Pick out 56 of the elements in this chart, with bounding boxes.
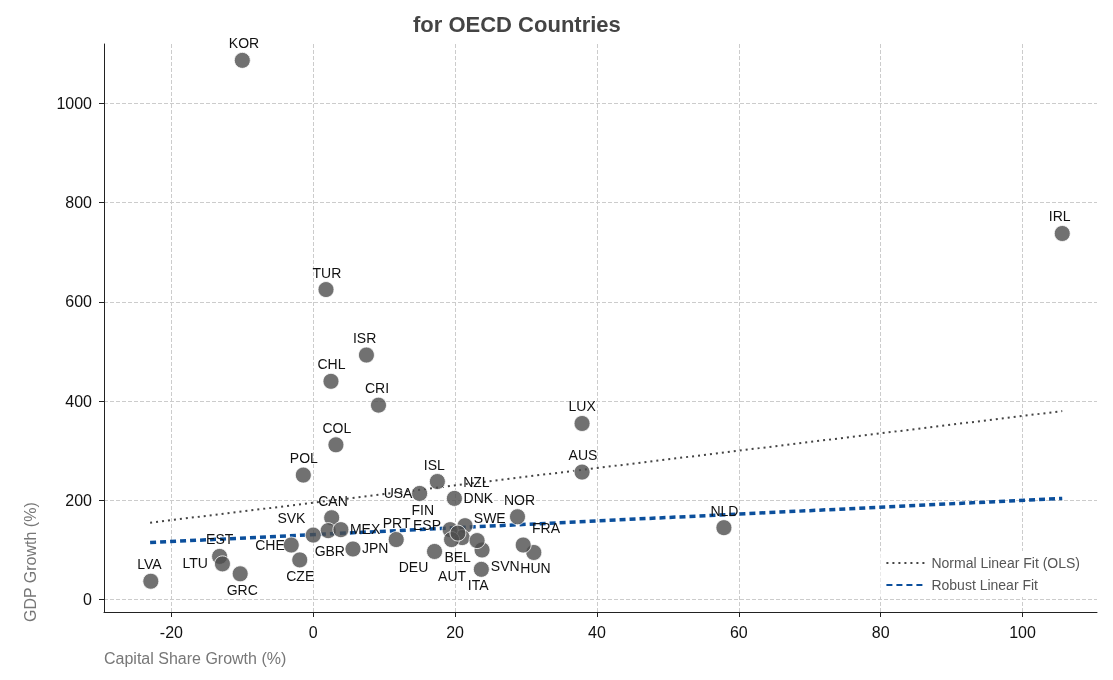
annotation: PRT xyxy=(382,514,411,531)
annotation: CHE xyxy=(255,536,285,553)
y-tick-label: 1000 xyxy=(56,95,93,113)
y-axis-title: GDP Growth (%) xyxy=(21,502,39,622)
x-tick-label: 0 xyxy=(308,623,318,641)
annotation: USA xyxy=(383,484,414,501)
x-axis-title: Capital Share Growth (%) xyxy=(104,649,287,667)
annotation: DNK xyxy=(463,489,494,506)
annotation: FIN xyxy=(411,502,435,519)
y-tick-label: 800 xyxy=(65,194,93,212)
y-tick-label: 200 xyxy=(65,491,93,509)
annotation: NZL xyxy=(463,473,490,490)
annotation: SWE xyxy=(473,509,506,526)
annotation: GRC xyxy=(226,581,258,598)
x-tick-label: -20 xyxy=(159,623,184,641)
annotation: ISL xyxy=(423,456,446,473)
y-tick-label: 400 xyxy=(65,392,93,410)
x-tick-label: 20 xyxy=(446,623,465,641)
annotation: HUN xyxy=(520,560,551,577)
annotation: ITA xyxy=(467,577,490,594)
annotation: BEL xyxy=(444,549,472,566)
annotation: LVA xyxy=(137,556,163,573)
annotation: DEU xyxy=(398,559,429,576)
y-tick-label: 600 xyxy=(65,293,93,311)
chart-title: for OECD Countries xyxy=(413,11,621,37)
annotation: IRL xyxy=(1048,208,1071,225)
annotation: FRA xyxy=(531,520,561,537)
annotation: ISR xyxy=(352,330,377,347)
annotation: COL xyxy=(322,419,352,436)
annotation: CHL xyxy=(317,356,346,373)
annotation: CZE xyxy=(286,567,315,584)
x-tick-label: 60 xyxy=(729,623,748,641)
x-tick-label: 40 xyxy=(588,623,606,641)
annotation: LTU xyxy=(182,555,208,572)
annotation: POL xyxy=(289,450,319,467)
annotation: KOR xyxy=(228,35,260,52)
annotation: ESP xyxy=(413,517,442,534)
annotation: EST xyxy=(206,531,234,548)
annotation: LUX xyxy=(568,398,597,415)
annotation: JPN xyxy=(361,540,389,557)
annotation: TUR xyxy=(312,264,342,281)
annotation: MEX xyxy=(349,521,381,538)
annotation: NOR xyxy=(504,491,536,508)
legend-label: Normal Linear Fit (OLS) xyxy=(931,555,1080,571)
annotation: SVK xyxy=(277,510,307,527)
annotation: AUT xyxy=(438,567,467,584)
x-tick-label: 80 xyxy=(871,623,890,641)
annotation: SVN xyxy=(490,557,520,574)
y-tick-label: 0 xyxy=(83,591,93,609)
annotation: NLD xyxy=(710,502,739,519)
annotation: AUS xyxy=(568,447,598,464)
annotation: CRI xyxy=(364,380,390,397)
annotation: CAN xyxy=(318,492,348,509)
legend-label: Robust Linear Fit xyxy=(931,577,1039,593)
x-tick-label: 100 xyxy=(1009,623,1036,641)
annotation: GBR xyxy=(314,542,345,559)
